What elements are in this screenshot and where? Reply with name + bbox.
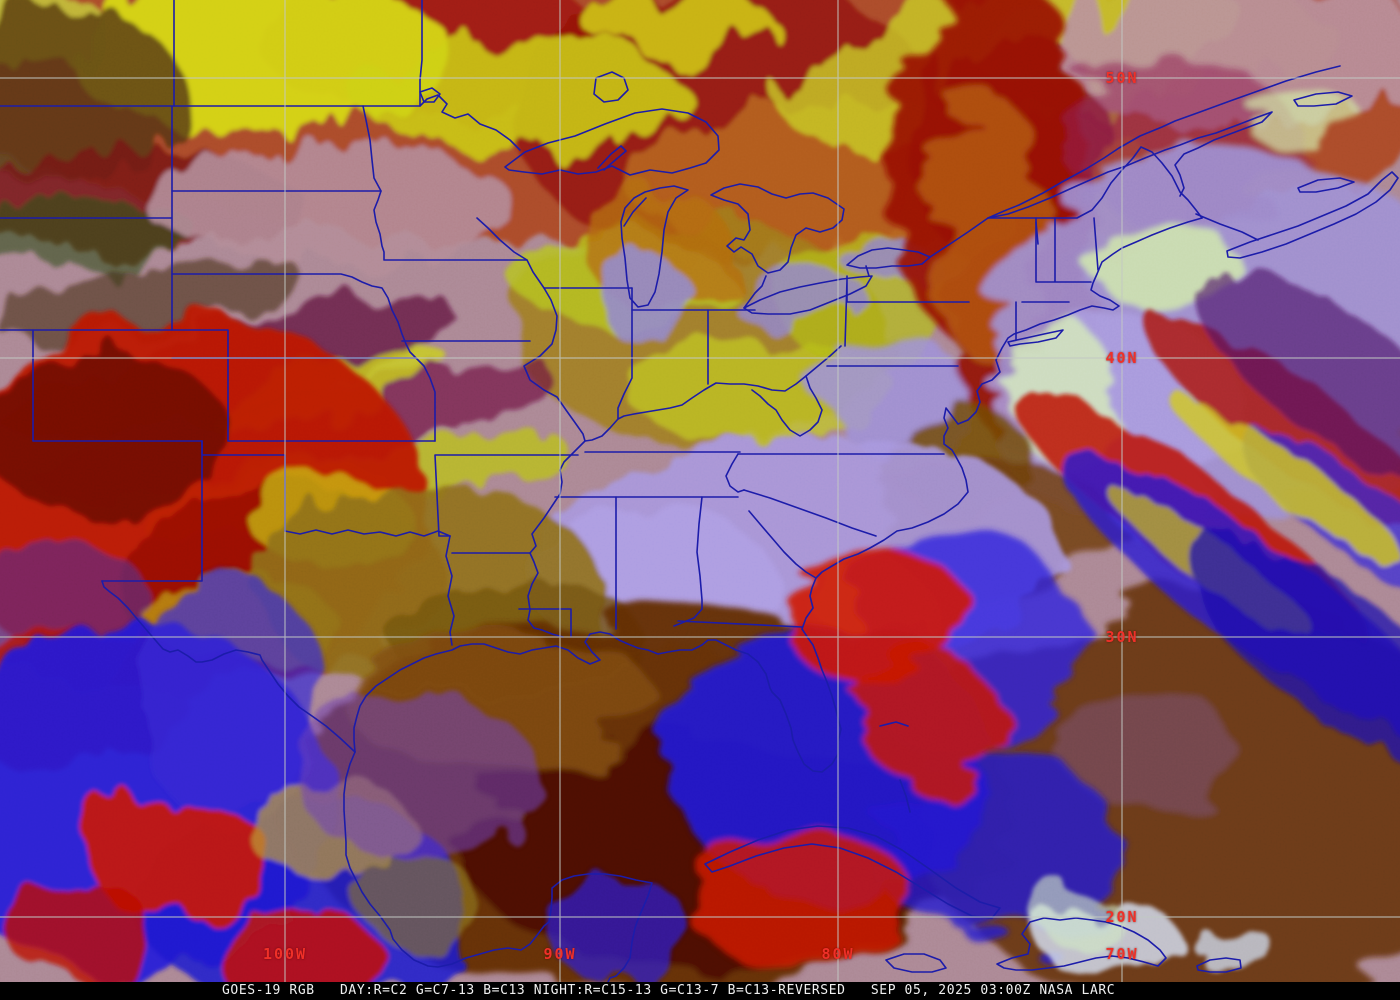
mississippi-river	[476, 217, 586, 638]
nova-scotia	[1226, 171, 1399, 259]
keweenaw-peninsula	[597, 145, 627, 171]
red-river-border	[284, 529, 451, 537]
lake-huron	[710, 183, 845, 274]
texas-louisiana-border	[445, 535, 455, 646]
ohio-river	[584, 345, 842, 442]
savannah-river-border	[748, 510, 817, 579]
status-bar-text: GOES-19 RGB DAY:R=C2 G=C7-13 B=C13 NIGHT…	[222, 983, 1116, 998]
lon-label-90w: 90W	[543, 945, 577, 963]
kansas-missouri-border	[415, 357, 436, 442]
puerto-rico	[1196, 957, 1242, 973]
rio-grande-border	[101, 580, 356, 753]
long-island	[1007, 329, 1064, 347]
new-mexico-texas-border	[101, 440, 203, 582]
minnesota-borders	[362, 105, 528, 261]
st-lawrence-south-shore	[987, 111, 1273, 219]
lat-label-30n: 30N	[1105, 628, 1139, 646]
dakota-borders	[171, 190, 417, 359]
lat-label-40n: 40N	[1105, 349, 1139, 367]
louisiana-mississippi-border	[518, 608, 572, 638]
green-bay	[623, 197, 647, 227]
lat-label-50n: 50N	[1105, 69, 1139, 87]
bahamas-slivers	[879, 721, 911, 813]
prince-edward-island	[1297, 177, 1355, 193]
lon-label-100w: 100W	[262, 945, 308, 963]
status-bar: GOES-19 RGB DAY:R=C2 G=C7-13 B=C13 NIGHT…	[0, 982, 1400, 1000]
missouri-arkansas-border	[434, 454, 579, 537]
lake-michigan	[620, 185, 689, 308]
lake-of-the-woods	[419, 87, 441, 103]
niagara-river	[865, 265, 870, 277]
detroit-river	[743, 275, 767, 309]
bay-of-fundy-shore	[1195, 213, 1259, 241]
jamaica	[885, 953, 947, 973]
pennsylvania-borders	[826, 275, 970, 367]
new-england-borders	[1015, 217, 1099, 341]
canada-border	[0, 94, 521, 151]
lon-label-80w: 80W	[821, 945, 855, 963]
tennessee-borders	[554, 451, 745, 498]
lon-label-70w: 70W	[1105, 945, 1139, 963]
new-mexico-borders	[32, 329, 203, 442]
lake-nipigon	[593, 71, 629, 103]
lake-superior	[504, 108, 720, 176]
lake-erie	[743, 275, 873, 315]
hispaniola	[996, 917, 1167, 971]
cuba	[704, 825, 1001, 919]
north-south-carolina-border	[743, 489, 877, 537]
lat-label-20n: 20N	[1105, 908, 1139, 926]
mexico-gulf-coast	[343, 751, 653, 982]
illinois-indiana-border	[617, 287, 633, 420]
west-virginia-squiggle	[751, 375, 823, 437]
georgia-florida-border	[677, 620, 803, 628]
anticosti-island	[1293, 91, 1353, 107]
colorado-borders	[0, 329, 436, 442]
us-canada-northeast	[987, 146, 1203, 219]
